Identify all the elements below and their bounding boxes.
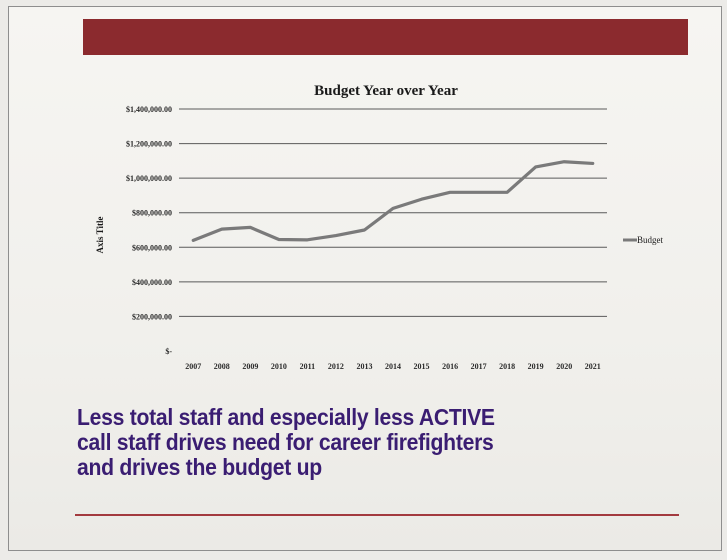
y-tick-label: $200,000.00 [132,312,172,321]
y-tick-label: $800,000.00 [132,209,172,218]
y-tick-label: $600,000.00 [132,243,172,252]
x-tick-label: 2013 [356,362,372,371]
x-tick-label: 2016 [442,362,458,371]
slide: Budget Year over Year Axis Title $- $200,… [8,6,722,551]
caption-line-2: call staff drives need for career firefi… [77,429,494,455]
x-tick-label: 2021 [585,362,601,371]
caption-line-1: Less total staff and especially less ACT… [77,404,495,430]
x-tick-label: 2018 [499,362,515,371]
x-tick-label: 2010 [271,362,287,371]
y-tick-label: $1,200,000.00 [126,140,172,149]
y-tick-label: $- [165,347,172,356]
chart-title: Budget Year over Year [314,83,458,99]
x-tick-label: 2019 [528,362,544,371]
x-tick-label: 2008 [214,362,230,371]
x-tick-label: 2014 [385,362,401,371]
y-tick-label: $400,000.00 [132,278,172,287]
y-axis-title: Axis Title [95,217,105,254]
x-tick-label: 2015 [414,362,430,371]
series-line-budget [191,160,595,242]
x-tick-label: 2009 [242,362,258,371]
y-tick-label: $1,400,000.00 [126,105,172,114]
slide-caption: Less total staff and especially less ACT… [77,405,629,480]
legend-label-budget: Budget [637,235,663,245]
x-tick-label: 2007 [185,362,201,371]
caption-line-3: and drives the budget up [77,454,322,480]
bottom-divider [75,514,679,516]
header-accent-bar [83,19,688,55]
x-tick-label: 2017 [471,362,487,371]
y-tick-label: $1,000,000.00 [126,174,172,183]
budget-line-chart: Budget Year over Year Axis Title $- $200,… [95,83,663,371]
x-tick-label: 2011 [300,362,316,371]
x-tick-label: 2020 [556,362,572,371]
x-tick-label: 2012 [328,362,344,371]
